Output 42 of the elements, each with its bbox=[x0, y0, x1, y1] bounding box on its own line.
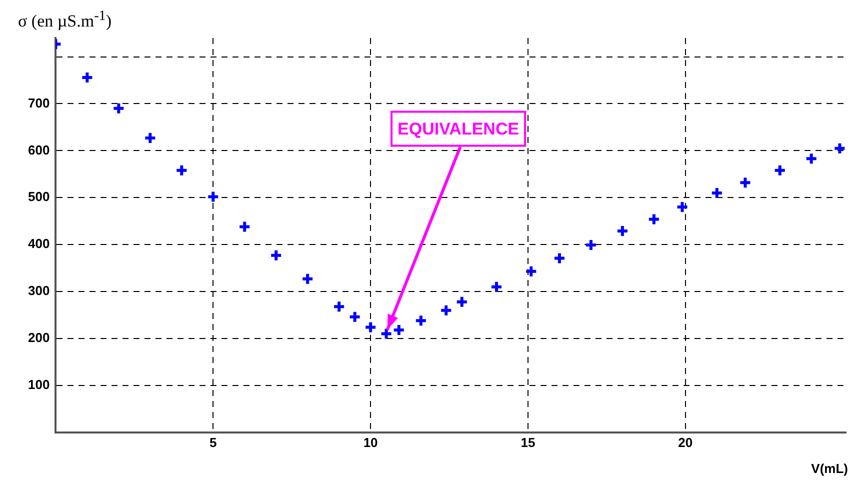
point bbox=[238, 220, 252, 234]
point bbox=[616, 224, 629, 238]
point bbox=[80, 70, 94, 84]
point bbox=[738, 176, 752, 190]
point bbox=[710, 186, 724, 200]
y-tick-label: 500 bbox=[28, 189, 50, 204]
point bbox=[584, 238, 598, 252]
point bbox=[455, 295, 468, 308]
y-tick-label: 300 bbox=[28, 283, 50, 298]
x-tick-label: 10 bbox=[363, 434, 378, 450]
x-tick-label: 15 bbox=[520, 434, 536, 450]
y-tick-label: 100 bbox=[28, 377, 50, 392]
point bbox=[348, 310, 362, 324]
point bbox=[552, 252, 566, 265]
point bbox=[332, 300, 346, 314]
x-tick-label: 5 bbox=[210, 434, 217, 450]
point bbox=[144, 132, 157, 145]
point bbox=[440, 304, 453, 317]
y-axis-title: σ (en µS.m$^{-1}$) bbox=[18, 8, 112, 32]
point bbox=[647, 212, 660, 226]
point bbox=[206, 190, 220, 204]
point bbox=[490, 280, 503, 294]
y-tick-label: 200 bbox=[28, 330, 50, 346]
point bbox=[392, 324, 406, 337]
y-tick-label: 400 bbox=[28, 236, 50, 252]
point bbox=[364, 320, 378, 334]
x-tick-label: 20 bbox=[678, 434, 693, 450]
point bbox=[773, 164, 786, 177]
point bbox=[301, 272, 314, 286]
point bbox=[270, 248, 283, 262]
point bbox=[676, 200, 689, 214]
point bbox=[833, 142, 846, 155]
point bbox=[524, 264, 538, 278]
x-axis-title: V(mL) bbox=[811, 461, 848, 476]
y-tick-label: 600 bbox=[28, 142, 50, 158]
point bbox=[112, 102, 126, 115]
point bbox=[380, 327, 393, 340]
point bbox=[175, 164, 188, 177]
point bbox=[414, 314, 428, 328]
y-tick-label: 700 bbox=[28, 95, 50, 110]
point bbox=[804, 152, 818, 166]
annotation: EQUIVALENCE bbox=[398, 119, 520, 138]
